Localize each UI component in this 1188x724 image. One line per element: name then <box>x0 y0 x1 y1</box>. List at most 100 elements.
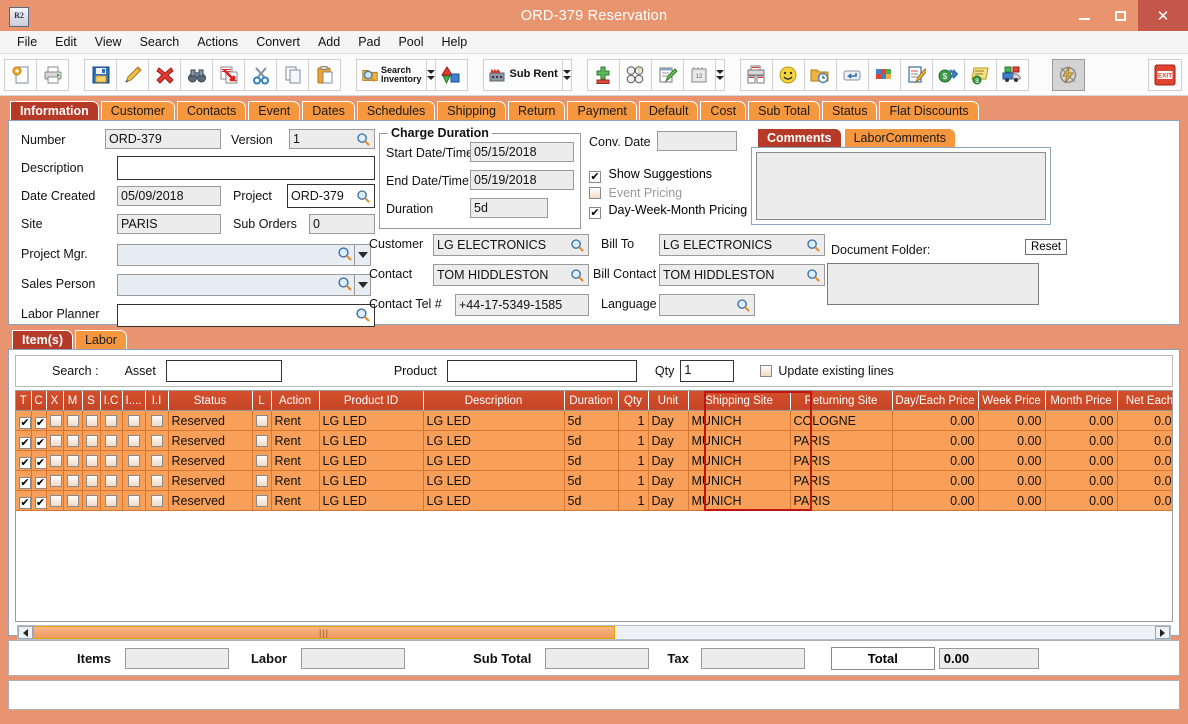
row-checkbox-c[interactable]: ✔ <box>34 456 46 469</box>
cell-m[interactable] <box>63 410 83 431</box>
day-week-month-pricing-checkbox[interactable]: ✔ <box>589 207 601 219</box>
cell-ic[interactable] <box>100 450 123 471</box>
row-checkbox-ii[interactable] <box>150 414 163 427</box>
tab-event[interactable]: Event <box>248 101 301 120</box>
row-checkbox-x[interactable] <box>49 474 62 487</box>
cell-net-each[interactable]: 0.00 <box>1117 410 1172 431</box>
cell-returning-site[interactable]: PARIS <box>790 430 893 451</box>
menu-item-view[interactable]: View <box>94 35 122 49</box>
cell-week-price[interactable]: 0.00 <box>978 410 1046 431</box>
tab-shipping[interactable]: Shipping <box>437 101 506 120</box>
column-header-m[interactable]: M <box>63 391 83 411</box>
cell-product-id[interactable]: LG LED <box>319 450 424 471</box>
end-date-field[interactable]: 05/19/2018 <box>470 170 574 190</box>
cell-product-id[interactable]: LG LED <box>319 490 424 511</box>
cell-ic[interactable] <box>100 430 123 451</box>
comments-textarea[interactable] <box>756 152 1046 220</box>
edit-pencil-icon[interactable] <box>116 58 149 91</box>
cell-status[interactable]: Reserved <box>168 450 253 471</box>
sales-person-search-icon[interactable] <box>337 276 353 295</box>
column-header-status[interactable]: Status <box>168 391 253 411</box>
paste-icon[interactable] <box>308 58 341 91</box>
cell-t[interactable]: ✔ <box>16 450 32 471</box>
cell-shipping-site[interactable]: MUNICH <box>688 410 791 431</box>
row-checkbox-i[interactable] <box>127 434 140 447</box>
cell-s[interactable] <box>82 430 101 451</box>
labor-planner-field[interactable] <box>117 304 375 327</box>
print-icon[interactable] <box>36 58 69 91</box>
cell-qty[interactable]: 1 <box>618 410 649 431</box>
warehouse-icon[interactable] <box>867 58 901 91</box>
table-row[interactable]: ✔ ✔ Reserved Rent LG LED LG LED 5d 1 Day MUNICH PA… <box>16 470 1172 491</box>
row-checkbox-i[interactable] <box>127 454 140 467</box>
column-header-net-each[interactable]: Net Each <box>1117 391 1172 411</box>
items-grid[interactable]: T C X M S I.C I.... I.I Status L Action Product ID D… <box>15 390 1173 622</box>
tab-labor[interactable]: Labor <box>74 330 127 349</box>
row-checkbox-s[interactable] <box>85 474 98 487</box>
column-header-day-each-price[interactable]: Day/Each Price <box>892 391 979 411</box>
cell-action[interactable]: Rent <box>271 430 320 451</box>
column-header-x[interactable]: X <box>46 391 64 411</box>
delete-x-icon[interactable] <box>148 58 181 91</box>
column-header-l[interactable]: L <box>252 391 272 411</box>
row-checkbox-m[interactable] <box>66 494 79 507</box>
project-search-icon[interactable] <box>356 189 371 207</box>
cell-t[interactable]: ✔ <box>16 410 32 431</box>
cell-description[interactable]: LG LED <box>423 490 565 511</box>
cell-returning-site[interactable]: PARIS <box>790 490 893 511</box>
sub-orders-field[interactable]: 0 <box>309 214 375 234</box>
cell-t[interactable]: ✔ <box>16 470 32 491</box>
cell-c[interactable]: ✔ <box>31 430 47 451</box>
cell-description[interactable]: LG LED <box>423 450 565 471</box>
invoice-icon[interactable]: $ <box>963 58 997 91</box>
cell-qty[interactable]: 1 <box>618 450 649 471</box>
cell-l[interactable] <box>252 430 272 451</box>
cell-unit[interactable]: Day <box>648 430 689 451</box>
row-checkbox-c[interactable]: ✔ <box>34 436 46 449</box>
cell-shipping-site[interactable]: MUNICH <box>688 470 791 491</box>
horizontal-scrollbar[interactable]: ||| <box>17 625 1171 640</box>
column-header-c[interactable]: C <box>31 391 47 411</box>
tab-cost[interactable]: Cost <box>700 101 747 120</box>
cell-action[interactable]: Rent <box>271 470 320 491</box>
row-checkbox-t[interactable]: ✔ <box>19 476 30 489</box>
day-week-month-pricing-row[interactable]: ✔ Day-Week-Month Pricing <box>589 203 759 219</box>
row-checkbox-s[interactable] <box>85 494 98 507</box>
scroll-left-button[interactable] <box>18 626 33 639</box>
print-preview-icon[interactable] <box>739 58 773 91</box>
contact-search-icon[interactable] <box>570 268 585 285</box>
tab-items[interactable]: Item(s) <box>12 330 73 349</box>
cell-shipping-site[interactable]: MUNICH <box>688 430 791 451</box>
version-search-icon[interactable] <box>356 132 371 148</box>
notes-edit-icon[interactable] <box>650 58 684 91</box>
cell-unit[interactable]: Day <box>648 450 689 471</box>
tab-default[interactable]: Default <box>638 101 699 120</box>
find-binoculars-icon[interactable] <box>180 58 213 91</box>
row-checkbox-m[interactable] <box>66 474 79 487</box>
cell-returning-site[interactable]: PARIS <box>790 470 893 491</box>
row-checkbox-l[interactable] <box>255 454 268 467</box>
cell-action[interactable]: Rent <box>271 450 320 471</box>
bill-to-search-icon[interactable] <box>806 238 821 255</box>
cell-t[interactable]: ✔ <box>16 430 32 451</box>
column-header-shipping-site[interactable]: Shipping Site <box>688 391 791 411</box>
row-checkbox-m[interactable] <box>66 414 79 427</box>
row-checkbox-ii[interactable] <box>150 494 163 507</box>
exit-button[interactable]: EXIT <box>1148 58 1182 91</box>
cell-c[interactable]: ✔ <box>31 470 47 491</box>
cell-returning-site[interactable]: PARIS <box>790 450 893 471</box>
cell-unit[interactable]: Day <box>648 410 689 431</box>
customer-search-icon[interactable] <box>570 238 585 255</box>
add-remove-icon[interactable] <box>586 58 620 91</box>
cell-duration[interactable]: 5d <box>564 430 619 451</box>
cell-t[interactable]: ✔ <box>16 490 32 511</box>
cell-status[interactable]: Reserved <box>168 410 253 431</box>
product-input[interactable] <box>446 360 637 382</box>
cell-action[interactable]: Rent <box>271 410 320 431</box>
cell-ii[interactable] <box>145 430 169 451</box>
duration-field[interactable]: 5d <box>470 198 548 218</box>
cell-returning-site[interactable]: COLOGNE <box>790 410 893 431</box>
cell-s[interactable] <box>82 410 101 431</box>
cell-week-price[interactable]: 0.00 <box>978 430 1046 451</box>
project-mgr-dropdown-icon[interactable] <box>354 244 371 266</box>
